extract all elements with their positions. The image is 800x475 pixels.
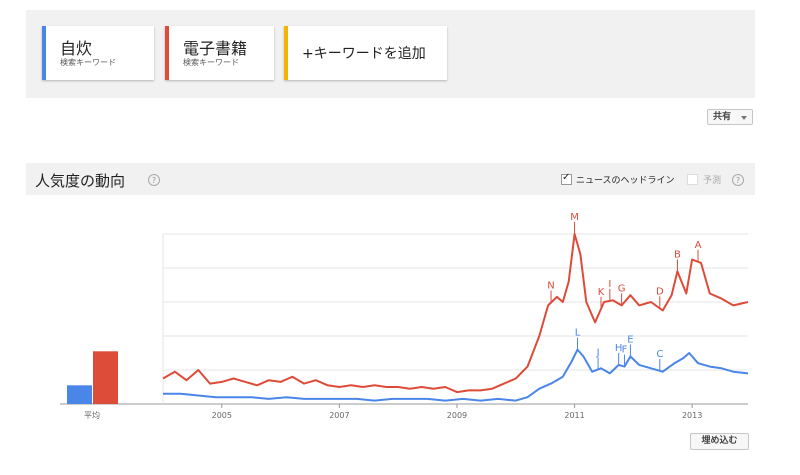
x-tick-label: 2007 [329, 411, 349, 420]
share-button[interactable]: 共有 [707, 109, 753, 125]
annotation-label: G [618, 283, 626, 294]
annotation-label: E [627, 334, 633, 345]
x-tick-label: 2009 [447, 411, 467, 420]
annotation-label: I [608, 279, 611, 290]
annotation-label: C [656, 349, 663, 360]
x-tick-label: 2013 [682, 411, 702, 420]
add-keyword-label: +キーワードを追加 [302, 46, 426, 62]
average-label: 平均 [84, 410, 100, 420]
average-bar [67, 385, 92, 404]
keyword-name: 自炊 [60, 39, 93, 58]
interest-over-time-header: 人気度の動向 ? ニュースのヘッドライン 予測 ? [26, 163, 755, 195]
keyword-color-bar [42, 26, 46, 80]
x-tick-label: 2005 [212, 411, 232, 420]
annotation-label: M [570, 212, 579, 223]
help-icon[interactable]: ? [148, 174, 160, 186]
keyword-type: 検索キーワード [183, 58, 239, 67]
keyword-card-jisui[interactable]: 自炊 検索キーワード [42, 26, 154, 80]
embed-button[interactable]: 埋め込む [690, 433, 749, 450]
series-line [162, 233, 749, 394]
news-headlines-checkbox[interactable] [561, 172, 572, 185]
annotation-label: F [622, 345, 628, 356]
keyword-type: 検索キーワード [60, 58, 116, 67]
add-keyword-button[interactable]: +キーワードを追加 [284, 26, 447, 80]
annotation-label: A [695, 240, 702, 251]
annotation-label: D [656, 286, 664, 297]
annotation-label: B [674, 249, 681, 260]
forecast-checkbox[interactable] [687, 174, 698, 185]
keyword-panel: 自炊 検索キーワード 電子書籍 検索キーワード +キーワードを追加 [26, 10, 755, 98]
x-tick-label: 2011 [564, 411, 584, 420]
keyword-name: 電子書籍 [183, 39, 248, 58]
section-title: 人気度の動向 [35, 172, 126, 190]
average-bar [93, 351, 118, 404]
news-headlines-label: ニュースのヘッドライン [576, 176, 675, 186]
keyword-card-denshi-shoseki[interactable]: 電子書籍 検索キーワード [165, 26, 274, 80]
annotation-label: J [596, 347, 600, 358]
series-line [163, 348, 749, 402]
keyword-color-bar [165, 26, 169, 80]
annotation-label: L [575, 328, 581, 339]
annotation-label: N [547, 281, 554, 292]
share-label: 共有 [713, 112, 732, 122]
add-keyword-color-bar [284, 26, 288, 80]
caret-down-icon [741, 116, 747, 120]
forecast-help-icon[interactable]: ? [732, 174, 744, 186]
annotation-label: H [615, 343, 623, 354]
forecast-label: 予測 [703, 176, 722, 186]
annotation-label: K [598, 287, 605, 298]
